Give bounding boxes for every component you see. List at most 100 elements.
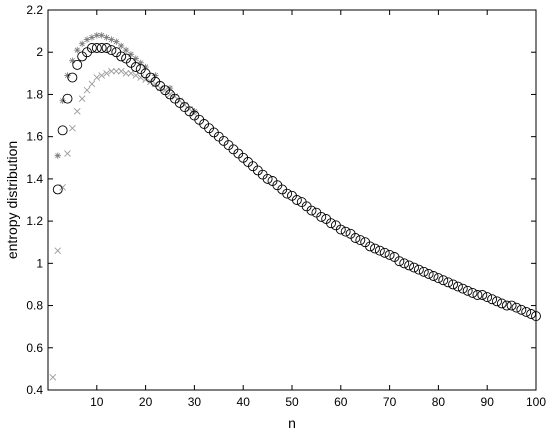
circle-point	[526, 309, 537, 319]
circle-point	[370, 243, 380, 254]
star-point	[54, 152, 61, 159]
circle-point	[448, 279, 458, 290]
circle-point	[291, 195, 302, 205]
y-axis-label: entropy distribution	[4, 141, 20, 259]
circle-point	[316, 211, 327, 222]
x-tick-label: 20	[139, 395, 153, 409]
star-point	[59, 97, 66, 104]
star-point	[98, 32, 105, 39]
cross-point	[59, 184, 66, 191]
y-tick-label: 2.2	[26, 3, 43, 17]
circle-point	[531, 311, 541, 322]
circle-point	[423, 268, 434, 279]
circle-point	[326, 218, 336, 229]
circle-point	[452, 281, 463, 292]
cross-point	[69, 124, 76, 132]
cross-point	[93, 74, 101, 81]
x-tick-label: 100	[526, 395, 546, 409]
y-tick-label: 1.2	[26, 214, 43, 228]
cross-point	[88, 80, 96, 88]
circle-point	[457, 283, 468, 294]
star-point	[74, 46, 81, 54]
cross-point	[64, 150, 71, 157]
star-point	[166, 84, 174, 92]
x-tick-label: 60	[334, 395, 348, 409]
circle-point	[306, 205, 317, 216]
x-axis-label: n	[288, 415, 296, 431]
circle-point	[335, 224, 346, 235]
circle-point	[262, 173, 273, 184]
star-point	[83, 36, 91, 43]
cross-point	[108, 67, 115, 75]
circle-point	[487, 294, 498, 305]
circle-point	[501, 300, 512, 311]
circle-point	[404, 260, 415, 271]
y-tick-label: 0.8	[26, 299, 43, 313]
circle-point	[472, 290, 483, 300]
circle-point	[496, 298, 507, 309]
cross-point	[166, 91, 174, 98]
star-point	[108, 36, 115, 43]
circle-point	[86, 43, 97, 53]
star-point	[64, 72, 71, 79]
y-tick-label: 1.8	[26, 87, 43, 101]
y-tick-label: 0.6	[26, 341, 43, 355]
cross-point	[137, 74, 145, 81]
circle-point	[492, 296, 502, 307]
star-point	[78, 40, 86, 47]
star-point	[103, 34, 110, 41]
star-point	[127, 51, 135, 58]
x-tick-label: 40	[237, 395, 251, 409]
circle-point	[477, 290, 488, 300]
star-point	[152, 72, 159, 79]
cross-point	[78, 95, 86, 102]
cross-point	[98, 72, 105, 79]
x-tick-label: 70	[383, 395, 397, 409]
circle-point	[467, 287, 478, 298]
circle-point	[340, 226, 351, 237]
circle-point	[462, 285, 473, 296]
cross-point	[83, 86, 91, 94]
circle-point	[365, 241, 376, 252]
circle-point	[72, 59, 83, 70]
cross-point	[103, 70, 110, 77]
cross-point	[117, 67, 125, 75]
star-point	[88, 34, 96, 41]
axis-ticks	[48, 9, 537, 391]
cross-point	[113, 67, 120, 75]
cross-point	[132, 72, 140, 79]
circle-point	[399, 258, 410, 269]
cross-point	[49, 374, 57, 381]
x-tick-label: 90	[481, 395, 495, 409]
circle-point	[106, 45, 117, 56]
circle-point	[384, 249, 395, 260]
x-tick-label: 50	[285, 395, 299, 409]
circle-point	[101, 43, 112, 53]
star-point	[113, 38, 120, 45]
y-tick-label: 1.6	[26, 130, 43, 144]
star-point	[132, 55, 140, 62]
circle-point	[516, 304, 527, 315]
circle-point	[130, 62, 141, 72]
circle-point	[116, 51, 127, 62]
star-point	[118, 42, 125, 50]
cross-point	[73, 108, 81, 115]
circle-point	[418, 266, 429, 277]
circle-point	[374, 245, 385, 256]
circle-point	[96, 43, 107, 53]
x-tick-label: 30	[188, 395, 202, 409]
circle-point	[443, 277, 454, 288]
star-point	[69, 57, 76, 64]
circle-point	[67, 72, 78, 83]
circle-point	[433, 273, 444, 284]
circle-point	[350, 233, 361, 243]
circle-point	[62, 93, 73, 104]
circle-point	[506, 300, 517, 311]
data-marks	[49, 32, 541, 381]
y-tick-label: 1.4	[26, 172, 43, 186]
circle-point	[355, 235, 366, 246]
star-point	[142, 63, 149, 71]
circle-point	[521, 306, 532, 317]
y-tick-label: 2	[36, 45, 43, 59]
